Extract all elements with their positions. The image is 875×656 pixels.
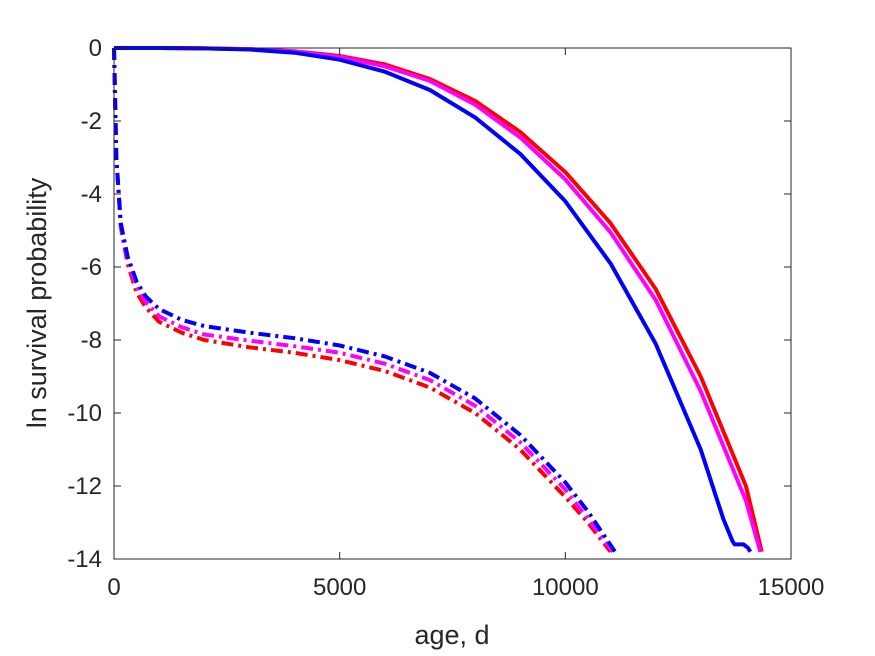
plot-area	[114, 48, 791, 559]
axes-box	[113, 47, 792, 560]
series-dashdot-3-line	[112, 47, 613, 553]
x-tick-label: 10000	[532, 574, 599, 601]
y-tick-label: -2	[81, 108, 102, 135]
y-tick-label: -6	[81, 254, 102, 281]
x-tick-label: 0	[107, 574, 120, 601]
series-layer	[112, 46, 764, 553]
x-axis-label: age, d	[414, 620, 489, 650]
y-axis-label: ln survival probability	[22, 177, 52, 428]
x-tick-label: 5000	[313, 574, 366, 601]
series-dashdot-5-line	[112, 47, 617, 553]
y-tick-label: 0	[89, 35, 102, 62]
y-tick-label: -4	[81, 181, 102, 208]
x-tick-label: 15000	[758, 574, 825, 601]
series-dashdot-4-line	[112, 47, 615, 553]
y-tick-label: -14	[67, 546, 102, 573]
series-solid-2-line	[114, 46, 753, 553]
y-tick-label: -10	[67, 400, 102, 427]
y-tick-label: -12	[67, 473, 102, 500]
y-tick-label: -8	[81, 327, 102, 354]
tick-layer: 0 5000 10000 15000 0 -2 -4 -6 -8 -10 -12 -14	[67, 35, 824, 601]
